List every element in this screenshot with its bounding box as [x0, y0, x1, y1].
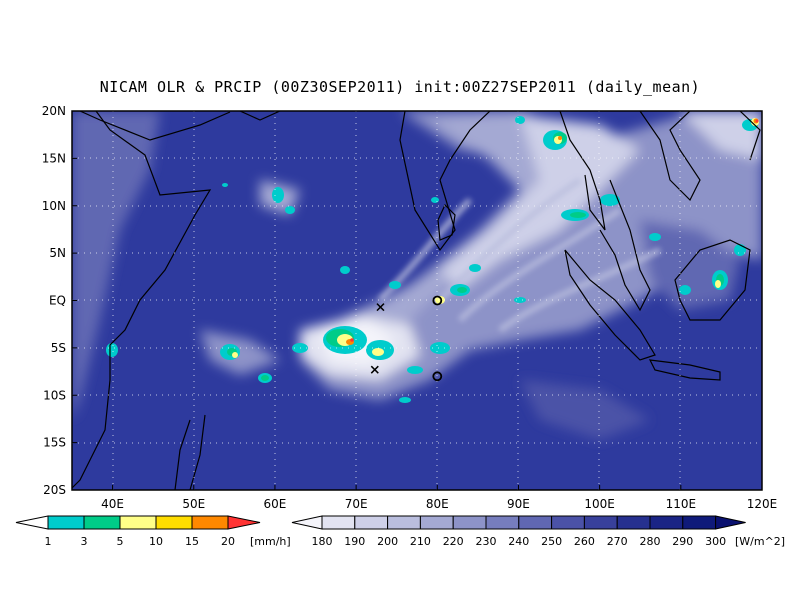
olr-colorbar-label: 230 [476, 535, 497, 548]
olr-colorbar-label: 280 [640, 535, 661, 548]
precip-colorbar-box [155, 515, 193, 530]
lat-tick-label: 5S [51, 341, 66, 355]
malay-coast [599, 179, 651, 312]
lat-tick-label: 10S [43, 388, 66, 402]
olr-colorbar-box [485, 515, 520, 530]
indochina [639, 111, 701, 202]
olr-colorbar-label: 190 [344, 535, 365, 548]
lon-tick-label: 70E [345, 497, 368, 511]
precip-colorbar-label: 3 [81, 535, 88, 548]
olr-colorbar: 180 190 200 210 220 230 240 250 260 270 280 290 300 … [291, 515, 785, 548]
olr-colorbar-label: 260 [574, 535, 595, 548]
precip-unit: [mm/h] [250, 535, 291, 548]
olr-colorbar-box [583, 515, 618, 530]
precip-colorbar-left-arrow [15, 515, 49, 530]
precip-colorbar-box [83, 515, 121, 530]
olr-colorbar-box [354, 515, 389, 530]
olr-colorbar-left-arrow [291, 515, 323, 530]
precip-colorbar-label: 5 [117, 535, 124, 548]
cross-marker [370, 365, 379, 374]
lon-tick-label: 50E [182, 497, 205, 511]
latitude-ticks [72, 110, 77, 491]
lon-tick-label: 120E [747, 497, 778, 511]
olr-colorbar-label: 180 [312, 535, 333, 548]
sri-lanka [437, 203, 456, 241]
olr-colorbar-label: 210 [410, 535, 431, 548]
olr-colorbar-label: 250 [541, 535, 562, 548]
lon-tick-label: 40E [101, 497, 124, 511]
lon-tick-label: 60E [264, 497, 287, 511]
precip-colorbar-box [119, 515, 157, 530]
borneo [674, 239, 751, 321]
precip-colorbar-box [47, 515, 85, 530]
sumatra [564, 249, 656, 361]
plot-title: NICAM OLR & PRCIP (00Z30SEP2011) init:00… [99, 78, 701, 96]
lon-tick-label: 80E [426, 497, 449, 511]
olr-colorbar-label: 240 [508, 535, 529, 548]
olr-colorbar-label: 290 [672, 535, 693, 548]
olr-colorbar-right-arrow [715, 515, 746, 530]
olr-colorbar-box [551, 515, 585, 530]
arabia-coast [79, 111, 231, 141]
cross-marker [376, 303, 385, 312]
java [648, 359, 721, 381]
lat-tick-label: 15S [43, 436, 66, 450]
circle-marker [432, 371, 443, 382]
lat-tick-label: 5N [49, 246, 66, 260]
longitude-ticks [112, 485, 763, 490]
olr-colorbar-box [419, 515, 454, 530]
lon-tick-label: 100E [584, 497, 615, 511]
precip-colorbar-label: 20 [221, 535, 235, 548]
olr-colorbar-box [649, 515, 684, 530]
lat-tick-label: EQ [49, 294, 66, 308]
olr-colorbar-label: 270 [607, 535, 628, 548]
africa-coast [72, 111, 212, 489]
lat-lon-grid [72, 111, 762, 490]
coastlines [72, 111, 761, 490]
olr-colorbar-box [518, 515, 553, 530]
lon-tick-label: 110E [666, 497, 697, 511]
lat-tick-label: 10N [42, 199, 66, 213]
philippines [739, 111, 761, 161]
precip-colorbar-box [191, 515, 229, 530]
precip-colorbar-label: 1 [45, 535, 52, 548]
arabia-coast-east [239, 111, 281, 121]
lat-tick-label: 20S [43, 483, 66, 497]
longitude-labels: 40E 50E 60E 70E 80E 90E 100E 110E 120E [101, 497, 777, 511]
madagascar [174, 414, 206, 490]
olr-colorbar-box [616, 515, 651, 530]
precip-colorbar-label: 10 [149, 535, 163, 548]
map-field [72, 111, 762, 490]
india-coast [399, 111, 491, 252]
olr-colorbar-label: 220 [443, 535, 464, 548]
olr-colorbar-label: 200 [377, 535, 398, 548]
station-markers [370, 295, 443, 382]
olr-unit: [W/m^2] [735, 535, 785, 548]
olr-colorbar-box [321, 515, 356, 530]
olr-colorbar-box [682, 515, 717, 530]
circle-marker [432, 295, 443, 306]
precip-colorbar: 1 3 5 10 15 20 [mm/h] [15, 515, 291, 548]
latitude-labels: 20N 15N 10N 5N EQ 5S 10S 15S 20S [42, 104, 66, 497]
lat-tick-label: 20N [42, 104, 66, 118]
lat-tick-label: 15N [42, 151, 66, 165]
olr-colorbar-box [452, 515, 487, 530]
olr-colorbar-box [387, 515, 421, 530]
lon-tick-label: 90E [507, 497, 530, 511]
precip-colorbar-label: 15 [185, 535, 199, 548]
burma-coast [559, 111, 606, 231]
precip-colorbar-right-arrow [227, 515, 261, 530]
olr-colorbar-label: 300 [705, 535, 726, 548]
